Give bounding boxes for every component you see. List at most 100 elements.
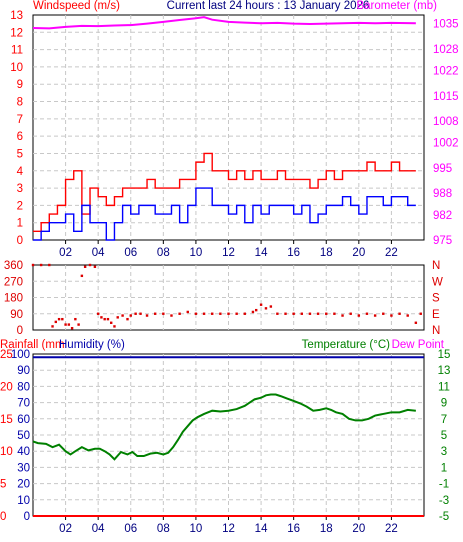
rainfall-tick-label: 0 xyxy=(0,511,6,523)
direction-point xyxy=(170,314,173,317)
wind-tick-label: 0 xyxy=(17,235,23,247)
direction-point xyxy=(202,312,206,315)
panel1-xtick-label: 18 xyxy=(320,247,333,259)
direction-point xyxy=(57,317,61,321)
direction-point xyxy=(153,312,157,315)
direction-point xyxy=(93,265,97,269)
humidity-tick-label: 100 xyxy=(11,349,30,361)
temperature-series xyxy=(32,393,416,461)
direction-point xyxy=(316,312,320,315)
direction-point xyxy=(292,312,295,315)
direction-point xyxy=(194,312,198,315)
direction-tick-label: 90 xyxy=(10,309,23,321)
direction-point xyxy=(64,323,67,326)
direction-point xyxy=(333,312,336,315)
direction-point xyxy=(259,303,263,306)
compass-label: S xyxy=(432,293,440,305)
direction-point xyxy=(243,312,246,315)
rainfall-tick-label: 20 xyxy=(0,381,13,393)
temperature-tick-label: 9 xyxy=(441,398,447,410)
direction-point xyxy=(129,314,132,317)
humidity-tick-label: 30 xyxy=(17,462,30,474)
direction-point xyxy=(365,312,369,315)
barometer-tick-label: 1022 xyxy=(433,66,459,78)
rainfall-tick-label: 25 xyxy=(0,349,13,361)
direction-point xyxy=(382,312,385,315)
barometer-tick-label: 975 xyxy=(433,235,452,247)
direction-point xyxy=(103,317,106,321)
rainfall-tick-label: 5 xyxy=(0,479,6,491)
humidity-label: Humidity (%) xyxy=(59,339,125,351)
panel3-xtick-label: 10 xyxy=(190,523,203,535)
panel3-xtick-label: 12 xyxy=(222,523,235,535)
humidity-tick-label: 20 xyxy=(17,479,30,491)
direction-point xyxy=(341,314,344,317)
wind-average-series xyxy=(33,187,416,241)
panel3-xtick-label: 18 xyxy=(320,523,333,535)
wind-tick-label: 1 xyxy=(17,218,23,230)
temperature-label: Temperature (°C) xyxy=(302,339,390,351)
direction-point xyxy=(126,317,129,321)
panel1-xtick-label: 04 xyxy=(92,247,105,259)
direction-point xyxy=(54,320,58,324)
wind-tick-label: 11 xyxy=(11,45,23,57)
temperature-tick-label: 13 xyxy=(438,365,451,377)
direction-point xyxy=(269,305,273,308)
direction-point xyxy=(39,263,43,267)
direction-point xyxy=(254,308,258,312)
barometer-tick-label: 995 xyxy=(433,163,452,175)
temperature-tick-label: 1 xyxy=(441,462,447,474)
direction-point xyxy=(264,307,268,310)
panel1-xtick-label: 22 xyxy=(385,247,398,259)
direction-point xyxy=(211,312,214,315)
panel1-xtick-label: 08 xyxy=(157,247,170,259)
humidity-tick-label: 60 xyxy=(17,414,30,426)
barometer-tick-label: 988 xyxy=(433,188,452,200)
temperature-tick-label: -5 xyxy=(439,511,449,523)
direction-point xyxy=(419,312,422,315)
direction-point xyxy=(308,312,312,315)
humidity-tick-label: 80 xyxy=(17,381,30,393)
direction-point xyxy=(48,263,51,267)
direction-point xyxy=(113,325,116,328)
compass-label: N xyxy=(432,260,440,272)
panel1-xtick-label: 10 xyxy=(190,247,203,259)
direction-point xyxy=(349,312,352,315)
direction-point xyxy=(139,312,142,315)
wind-tick-label: 9 xyxy=(17,79,23,91)
panel1-xtick-label: 06 xyxy=(124,247,137,259)
direction-tick-label: 360 xyxy=(4,260,23,272)
panel3-xtick-label: 06 xyxy=(124,523,137,535)
direction-point xyxy=(77,323,80,326)
direction-point xyxy=(357,314,361,317)
compass-label: N xyxy=(432,325,440,337)
direction-point xyxy=(116,316,119,319)
direction-point xyxy=(134,312,137,315)
barometer-tick-label: 1015 xyxy=(433,91,459,103)
humidity-tick-label: 70 xyxy=(17,398,30,410)
barometer-tick-label: 1008 xyxy=(433,116,459,128)
wind-tick-label: 3 xyxy=(17,183,23,195)
panel3-xtick-label: 22 xyxy=(385,523,398,535)
wind-tick-label: 8 xyxy=(17,97,23,109)
direction-point xyxy=(414,321,418,324)
panel3-xtick-label: 02 xyxy=(59,523,72,535)
direction-point xyxy=(51,325,54,328)
direction-point xyxy=(31,263,35,267)
rainfall-tick-label: 10 xyxy=(0,446,13,458)
direction-point xyxy=(88,263,92,267)
direction-point xyxy=(227,312,230,315)
panel3-xtick-label: 04 xyxy=(92,523,105,535)
temp-humidity-panel: 01020304050607080901000510152025-5-3-113… xyxy=(0,349,450,535)
temperature-tick-label: 15 xyxy=(438,349,451,361)
panel3-xtick-label: 20 xyxy=(352,523,365,535)
temperature-tick-label: -3 xyxy=(439,495,449,507)
wind-tick-label: 6 xyxy=(17,131,23,143)
direction-point xyxy=(100,316,103,319)
direction-point xyxy=(61,317,64,321)
wind-tick-label: 13 xyxy=(10,10,23,22)
panel1-xtick-label: 20 xyxy=(352,247,365,259)
